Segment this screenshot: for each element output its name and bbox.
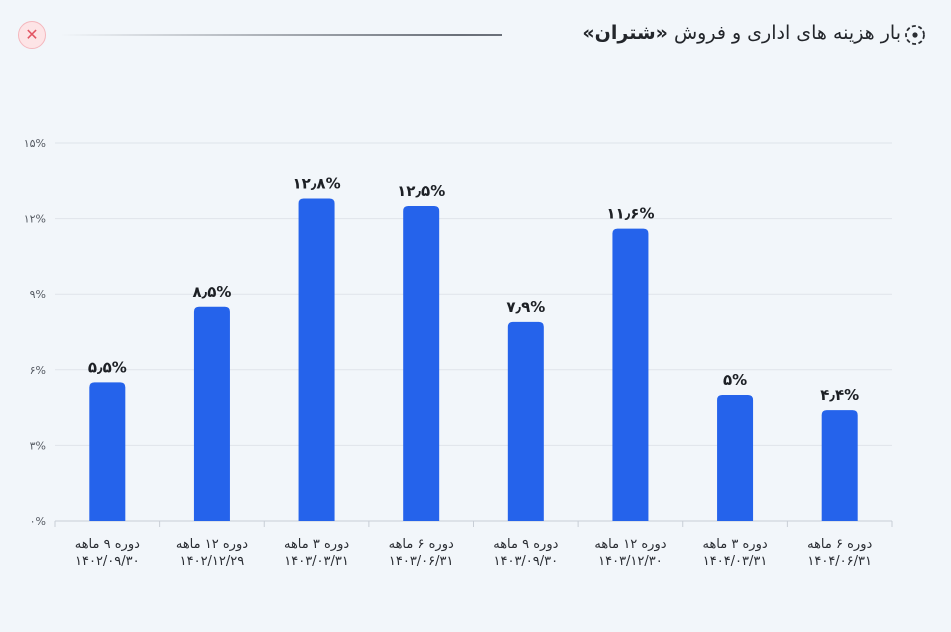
header-divider	[60, 34, 502, 36]
title-company: «شتران»	[582, 22, 668, 44]
bar	[89, 382, 126, 521]
data-label: ۱۲٫۸%	[293, 174, 341, 192]
title-prefix: بار هزینه های اداری و فروش	[673, 22, 901, 44]
x-tick-date: ۱۴۰۳/۰۳/۳۱	[284, 554, 349, 569]
x-tick-date: ۱۴۰۳/۰۹/۳۰	[494, 554, 559, 569]
chart-header: ✕ بار هزینه های اداری و فروش «شتران»	[0, 0, 951, 70]
data-label: ۸٫۵%	[192, 283, 231, 301]
x-tick-label: دوره ۳ ماهه	[702, 537, 767, 552]
x-tick-label: دوره ۹ ماهه	[75, 537, 140, 552]
x-tick-date: ۱۴۰۴/۰۳/۳۱	[703, 554, 768, 569]
y-tick-label: ۹%	[30, 288, 46, 301]
bar	[612, 228, 649, 521]
x-tick-label: دوره ۳ ماهه	[284, 537, 349, 552]
x-tick-label: دوره ۶ ماهه	[389, 537, 454, 552]
data-label: ۷٫۹%	[506, 298, 545, 316]
x-tick-label: دوره ۱۲ ماهه	[594, 537, 666, 552]
bar	[507, 321, 544, 521]
page-title: بار هزینه های اداری و فروش «شتران»	[582, 22, 901, 44]
close-icon: ✕	[25, 25, 39, 44]
data-label: ۵%	[723, 371, 747, 389]
x-tick-date: ۱۴۰۳/۰۶/۳۱	[389, 554, 454, 569]
x-tick-label: دوره ۶ ماهه	[807, 537, 872, 552]
y-tick-label: ۱۵%	[24, 137, 46, 150]
bar	[821, 410, 858, 521]
data-label: ۱۲٫۵%	[397, 182, 445, 200]
close-button[interactable]: ✕	[18, 21, 46, 49]
bar	[717, 395, 754, 521]
bar	[403, 206, 440, 521]
data-label: ۵٫۵%	[88, 358, 127, 376]
bar	[193, 306, 230, 521]
x-tick-date: ۱۴۰۲/۱۲/۲۹	[180, 554, 245, 569]
y-tick-label: ۰%	[30, 515, 46, 528]
x-tick-date: ۱۴۰۳/۱۲/۳۰	[598, 554, 663, 569]
y-tick-label: ۶%	[30, 364, 46, 377]
target-icon	[905, 25, 925, 45]
data-label: ۴٫۴%	[820, 386, 859, 404]
x-tick-date: ۱۴۰۲/۰۹/۳۰	[75, 554, 140, 569]
data-label: ۱۱٫۶%	[606, 205, 654, 223]
bar	[298, 198, 335, 521]
x-tick-label: دوره ۱۲ ماهه	[176, 537, 248, 552]
y-tick-label: ۱۲%	[24, 213, 46, 226]
y-tick-label: ۳%	[30, 439, 46, 452]
x-tick-label: دوره ۹ ماهه	[493, 537, 558, 552]
x-tick-date: ۱۴۰۴/۰۶/۳۱	[807, 554, 872, 569]
